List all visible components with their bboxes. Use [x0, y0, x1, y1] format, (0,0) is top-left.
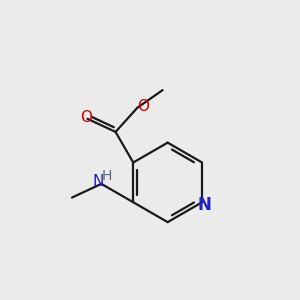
Text: N: N — [197, 196, 212, 214]
Text: N: N — [92, 174, 103, 189]
Text: O: O — [80, 110, 92, 125]
Text: O: O — [137, 100, 149, 115]
Text: H: H — [102, 169, 112, 184]
